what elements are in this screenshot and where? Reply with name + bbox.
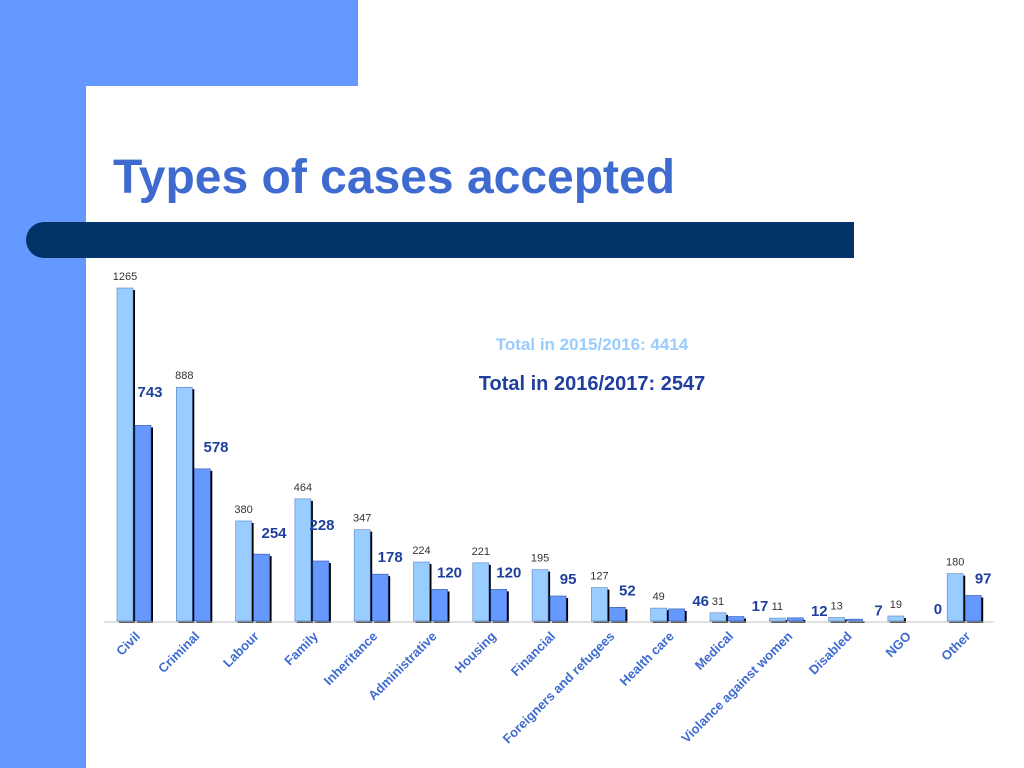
value-label-2015-4: 347 <box>353 513 371 525</box>
value-label-2015-6: 221 <box>472 546 490 558</box>
category-label-0: Civil <box>113 629 143 659</box>
bar-2016-9 <box>668 608 686 622</box>
value-label-2015-3: 464 <box>294 482 312 494</box>
bar-2016-14 <box>964 595 982 622</box>
bar-2015-9 <box>650 607 668 622</box>
category-label-4: Inheritance <box>321 629 381 689</box>
total-2016-annotation: Total in 2016/2017: 2547 <box>479 373 705 395</box>
background-accent-top <box>0 0 358 86</box>
bar-2015-7 <box>531 569 549 622</box>
bar-2016-10 <box>727 616 745 622</box>
category-labels: Civil Criminal Labour Family InheritanceAdmi… <box>113 628 973 746</box>
value-label-2016-2: 254 <box>261 525 287 542</box>
value-label-2016-8: 52 <box>619 582 636 599</box>
bar-2016-4 <box>371 573 389 622</box>
bar-2016-11 <box>786 617 804 622</box>
value-label-2016-12: 7 <box>874 603 882 620</box>
value-label-2016-14: 97 <box>975 570 992 587</box>
category-label-1: Criminal <box>155 629 202 676</box>
slide-panel <box>86 86 1024 768</box>
bars-group <box>116 287 984 623</box>
category-label-8: Foreigners and refugees <box>500 629 618 747</box>
value-label-2016-7: 95 <box>560 571 577 588</box>
category-label-9: Health care <box>617 629 677 689</box>
bar-2015-5 <box>413 561 430 622</box>
value-label-2015-2: 380 <box>234 504 252 516</box>
value-label-2015-7: 195 <box>531 553 549 565</box>
bar-2015-10 <box>709 612 727 622</box>
value-label-2016-3: 228 <box>309 517 334 534</box>
category-label-12: Disabled <box>806 628 855 677</box>
bar-2015-1 <box>176 386 193 622</box>
bar-2015-12 <box>828 617 845 622</box>
value-label-2015-8: 127 <box>590 571 608 583</box>
category-label-10: Medical <box>692 629 736 673</box>
value-label-2015-14: 180 <box>946 557 964 569</box>
bar-2015-4 <box>353 529 371 622</box>
bar-2016-shadow-11 <box>789 619 806 623</box>
bar-2016-5 <box>431 589 448 622</box>
category-label-11: Violance against women <box>678 628 795 745</box>
background-accent-left <box>0 0 86 768</box>
bar-2015-3 <box>294 498 312 622</box>
value-label-2016-4: 178 <box>378 549 403 566</box>
bar-2015-6 <box>472 562 490 622</box>
value-label-2016-9: 46 <box>692 593 709 610</box>
bar-2015-8 <box>591 587 608 622</box>
category-label-2: Labour <box>220 629 262 671</box>
value-label-2015-13: 19 <box>890 599 902 611</box>
total-2015-annotation: Total in 2015/2016: 4414 <box>496 335 689 354</box>
category-label-7: Financial <box>508 629 558 679</box>
bar-2015-2 <box>235 520 252 622</box>
category-label-3: Family <box>281 628 321 668</box>
bar-2015-11 <box>768 617 786 622</box>
value-label-2016-11: 12 <box>811 603 828 620</box>
value-label-2015-9: 49 <box>653 591 665 603</box>
category-label-6: Housing <box>452 628 499 675</box>
category-label-13: NGO <box>882 629 914 661</box>
value-label-2016-13: 0 <box>934 601 942 618</box>
bar-2016-2 <box>253 553 270 622</box>
category-label-14: Other <box>938 629 973 664</box>
bar-2016-1 <box>194 468 211 622</box>
slide-title: Types of cases accepted <box>113 151 676 204</box>
bar-2016-7 <box>549 595 567 622</box>
value-label-2015-1: 888 <box>175 370 193 382</box>
bar-2015-13 <box>887 615 905 622</box>
bar-2015-0 <box>116 287 134 622</box>
value-label-2015-11: 11 <box>772 601 783 613</box>
title-band <box>26 222 854 258</box>
value-label-2016-1: 578 <box>203 439 228 456</box>
value-label-2016-10: 17 <box>752 598 769 615</box>
value-labels-2015: 1265 888 380 464 347 224 221 195 127 49 31 11 13 19 18… <box>113 271 965 613</box>
value-label-2015-0: 1265 <box>113 271 137 283</box>
bar-2016-0 <box>134 425 152 622</box>
value-label-2015-10: 31 <box>712 596 724 608</box>
value-label-2016-0: 743 <box>137 384 162 401</box>
value-label-2016-5: 120 <box>437 564 462 581</box>
bar-2016-6 <box>490 589 508 622</box>
bar-2016-12 <box>846 618 863 622</box>
value-label-2015-5: 224 <box>412 545 430 557</box>
bar-2015-14 <box>946 573 964 622</box>
value-label-2016-6: 120 <box>496 564 521 581</box>
bar-2016-3 <box>312 560 330 622</box>
bar-2016-8 <box>609 607 626 622</box>
value-label-2015-12: 13 <box>830 601 842 613</box>
